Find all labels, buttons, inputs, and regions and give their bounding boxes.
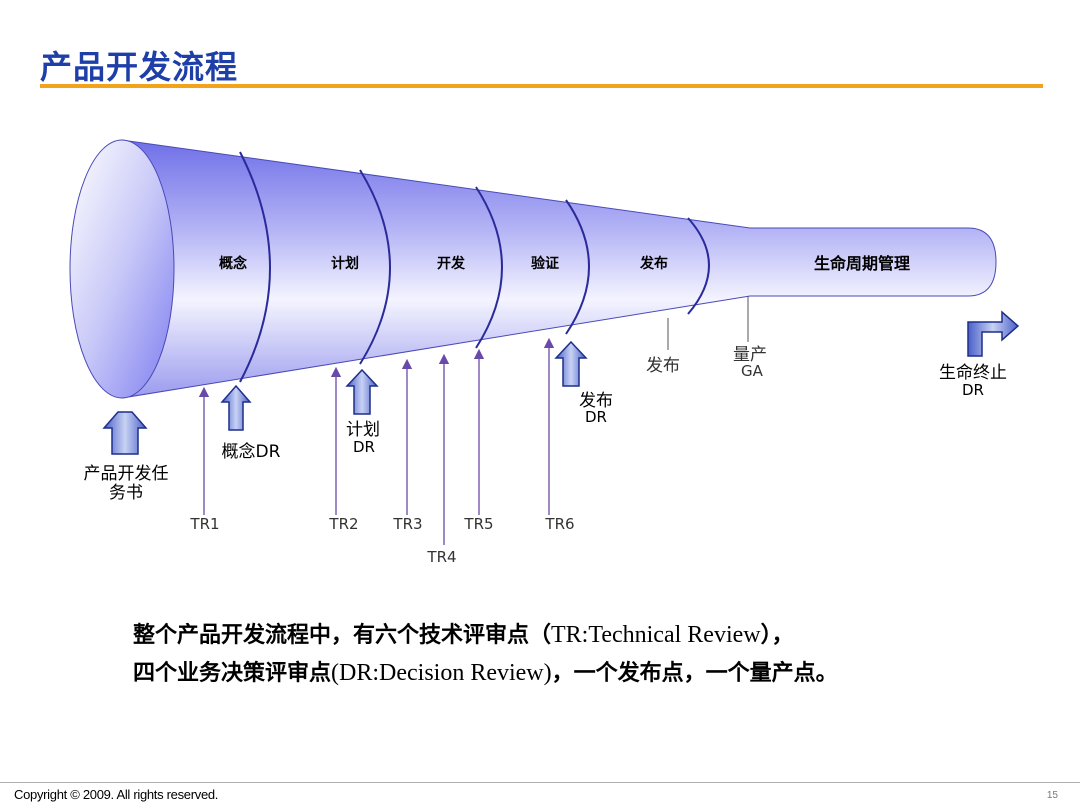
tr5-label: TR5 — [463, 515, 493, 533]
end-dr-label-line2: DR — [962, 381, 984, 399]
start-block-arrow — [102, 411, 148, 455]
stage-label-verify: 验证 — [531, 255, 559, 272]
stage-label-plan: 计划 — [331, 255, 359, 272]
stage-divider-3 — [475, 186, 503, 349]
tr4-label: TR4 — [426, 548, 456, 566]
description-line-2-part-b: (DR:Decision Review) — [331, 660, 552, 686]
ga-milestone-label-line2: GA — [741, 362, 764, 380]
description-line-1: 整个产品开发流程中，有六个技术评审点（TR:Technical Review）， — [133, 617, 794, 649]
footer-divider — [0, 782, 1080, 783]
concept-dr-label: 概念DR — [222, 441, 281, 462]
end-dr-label-line1: 生命终止 — [939, 363, 1007, 383]
funnel-body — [121, 139, 997, 399]
start-label-line2: 务书 — [109, 483, 143, 503]
stage-divider-2 — [359, 169, 391, 365]
concept-dr-block-arrow — [220, 384, 252, 431]
tr3-label: TR3 — [392, 515, 422, 533]
ga-milestone-label-line1: 量产 — [733, 345, 767, 365]
page-number: 15 — [1046, 790, 1058, 801]
release-dr-block-arrow — [554, 340, 588, 387]
stage-label-lifecycle: 生命周期管理 — [814, 254, 910, 273]
release-dr-label-line2: DR — [585, 408, 607, 426]
description-line-1-part-c: ）， — [760, 623, 794, 648]
description-line-1-part-a: 整个产品开发流程中，有六个技术评审点（ — [133, 623, 552, 648]
funnel-mouth — [69, 139, 175, 399]
page-title: 产品开发流程 — [40, 48, 239, 86]
tr1-label: TR1 — [189, 515, 219, 533]
start-label-line1: 产品开发任 — [84, 464, 169, 484]
stage-divider-4 — [565, 199, 590, 335]
stage-label-release: 发布 — [639, 255, 668, 272]
tr2-label: TR2 — [328, 515, 358, 533]
stage-divider-5 — [687, 217, 710, 315]
plan-dr-label-line1: 计划 — [346, 420, 380, 440]
release-dr-label-line1: 发布 — [579, 391, 613, 411]
description-line-2: 四个业务决策评审点(DR:Decision Review)，一个发布点，一个量产… — [133, 655, 838, 687]
tr6-label: TR6 — [544, 515, 574, 533]
copyright-notice: Copyright © 2009. All rights reserved. — [14, 787, 219, 802]
plan-dr-label-line2: DR — [353, 438, 375, 456]
product-development-funnel-diagram: 概念 计划 开发 验证 发布 生命周期管理 TR1 TR2 TR3 TR4 TR… — [69, 139, 1020, 566]
end-dr-block-arrow — [967, 310, 1020, 357]
plan-dr-block-arrow — [345, 368, 379, 415]
title-divider — [40, 84, 1043, 88]
stage-label-concept: 概念 — [219, 255, 248, 272]
description-line-1-part-b: TR:Technical Review — [551, 622, 761, 648]
stage-label-develop: 开发 — [437, 255, 466, 272]
stage-divider-1 — [239, 151, 271, 383]
description-line-2-part-c: ，一个发布点，一个量产点。 — [551, 661, 838, 686]
release-milestone-label: 发布 — [646, 356, 680, 376]
description-line-2-part-a: 四个业务决策评审点 — [133, 661, 332, 686]
